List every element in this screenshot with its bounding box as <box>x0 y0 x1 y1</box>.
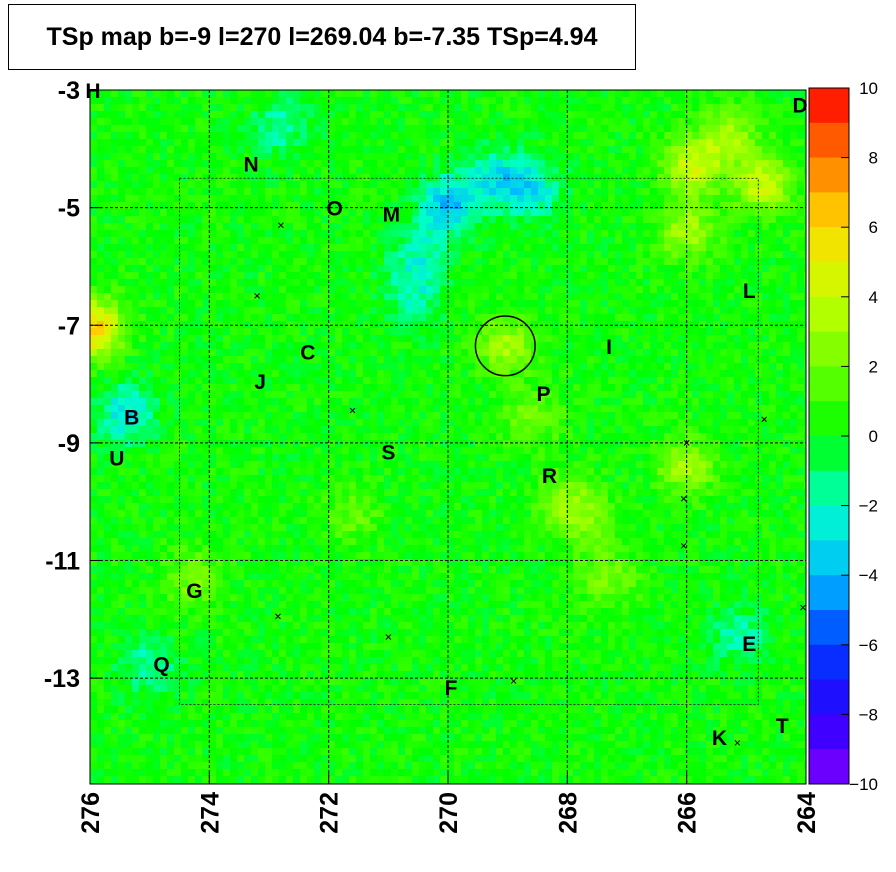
x-tick-label: 276 <box>77 792 105 834</box>
colorbar-tick-label: −10 <box>849 775 878 794</box>
colorbar-band <box>809 436 849 472</box>
source-label: B <box>124 406 139 429</box>
colorbar-band <box>809 192 849 228</box>
x-tick-label: 266 <box>674 792 702 834</box>
source-label: J <box>254 371 266 394</box>
x-axis: 276 274 272 270 268 266 264 <box>77 772 821 834</box>
colorbar-tick-label: 2 <box>869 357 878 376</box>
colorbar-band <box>809 88 849 124</box>
tsp-circle <box>474 315 536 377</box>
source-label: N <box>244 154 259 177</box>
colorbar-band <box>809 749 849 785</box>
y-tick-label: -3 <box>58 77 80 105</box>
source-label: P <box>536 383 550 406</box>
heatmap-cells <box>90 90 806 784</box>
source-label: T <box>776 715 789 738</box>
source-label: S <box>381 442 395 465</box>
source-label: L <box>743 280 756 303</box>
colorbar-band <box>809 157 849 193</box>
x-tick-label: 268 <box>554 792 582 834</box>
x-tick-label: 264 <box>793 792 821 834</box>
source-labels: H D N O M L C I J P B S U R G E Q F K T <box>85 80 807 750</box>
source-label: R <box>542 465 557 488</box>
source-label: O <box>326 198 342 221</box>
colorbar-tick-label: −8 <box>859 705 878 724</box>
colorbar-band <box>809 296 849 333</box>
source-label: Q <box>153 653 169 676</box>
source-label: F <box>445 677 458 700</box>
cross-marker <box>510 678 517 684</box>
y-tick-label: -9 <box>58 430 80 458</box>
colorbar-band <box>809 644 849 681</box>
colorbar-tick-label: 10 <box>859 79 878 98</box>
colorbar-band <box>809 575 849 611</box>
colorbar-band <box>809 401 849 437</box>
cross-marker <box>275 613 281 620</box>
x-tick-label: 274 <box>196 792 224 834</box>
source-label: K <box>712 727 727 750</box>
x-tick-label: 272 <box>316 792 344 834</box>
source-label: E <box>742 633 756 656</box>
cross-marker <box>800 604 806 611</box>
source-label: M <box>383 204 401 227</box>
colorbar-band <box>809 714 849 750</box>
colorbar-band <box>809 262 849 298</box>
colorbar-band <box>809 610 849 646</box>
colorbar-band <box>809 122 849 159</box>
source-label: D <box>792 95 807 118</box>
colorbar-band <box>809 505 849 541</box>
chart-title: TSp map b=-9 l=270 l=269.04 b=-7.35 TSp=… <box>8 4 636 70</box>
source-label: G <box>186 580 202 603</box>
colorbar-tick-label: −2 <box>859 497 878 516</box>
y-tick-label: -5 <box>58 195 80 223</box>
cross-marker <box>734 739 741 746</box>
x-tick-label: 270 <box>435 792 463 834</box>
y-axis: -3 -5 -7 -9 -11 -13 <box>44 77 102 693</box>
colorbar: 10 8 6 4 2 0 −2 −4 −6 −8 −10 <box>808 79 878 794</box>
colorbar-tick-label: 4 <box>869 288 878 307</box>
cross-marker <box>761 416 768 423</box>
source-label: H <box>85 80 100 103</box>
source-markers <box>254 222 806 746</box>
cross-marker <box>349 407 356 414</box>
source-label: C <box>300 342 315 365</box>
colorbar-tick-label: 0 <box>869 427 878 446</box>
colorbar-band <box>809 331 849 367</box>
colorbar-band <box>809 540 849 576</box>
cross-marker <box>254 292 260 299</box>
y-tick-label: -11 <box>45 548 80 576</box>
cross-marker <box>385 634 392 640</box>
cross-marker <box>680 542 687 549</box>
source-label: I <box>606 336 612 359</box>
colorbar-band <box>809 470 849 507</box>
cross-marker <box>278 222 284 229</box>
colorbar-tick-label: −4 <box>859 566 878 585</box>
grid-lines <box>90 90 806 784</box>
colorbar-tick-label: 8 <box>869 149 878 168</box>
colorbar-band <box>809 366 849 402</box>
colorbar-band <box>809 679 849 715</box>
colorbar-band <box>809 227 849 263</box>
colorbar-tick-label: 6 <box>869 218 878 237</box>
source-label: U <box>109 448 124 471</box>
survey-boundary <box>179 177 759 706</box>
y-tick-label: -7 <box>58 312 80 340</box>
cross-marker <box>683 440 690 446</box>
y-tick-label: -13 <box>44 665 80 693</box>
cross-marker <box>680 495 687 502</box>
colorbar-tick-label: −6 <box>859 636 878 655</box>
